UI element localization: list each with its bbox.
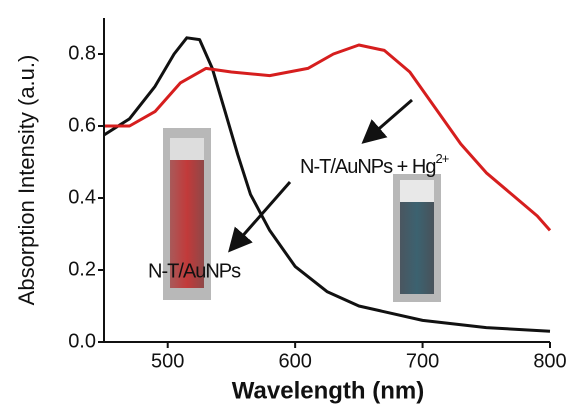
x-axis-label: Wavelength (nm) (232, 377, 424, 404)
x-tick-label: 600 (278, 350, 311, 372)
data-line (103, 36, 551, 333)
x-tick-label: 800 (533, 350, 566, 372)
annotation: N-T/AuNPs + Hg2+ (300, 151, 449, 178)
arrow (361, 98, 413, 144)
annotation-superscript: 2+ (435, 151, 448, 166)
cuvette-blue (393, 174, 441, 302)
data-line (104, 43, 552, 232)
y-tick-label: 0.4 (68, 186, 96, 208)
annotation-text: N-T/AuNPs + Hg (300, 156, 435, 178)
y-axis-label: Absorption Intensity (a.u.) (14, 55, 39, 306)
x-tick-label: 700 (406, 350, 439, 372)
y-tick-label: 0.6 (68, 114, 96, 136)
x-tick-label: 500 (151, 350, 184, 372)
y-tick-label: 0.0 (68, 330, 96, 352)
y-tick-label: 0.8 (68, 42, 96, 64)
y-tick-label: 0.2 (68, 258, 96, 280)
cuvette-red (163, 128, 211, 300)
annotation: N-T/AuNPs (148, 260, 241, 282)
